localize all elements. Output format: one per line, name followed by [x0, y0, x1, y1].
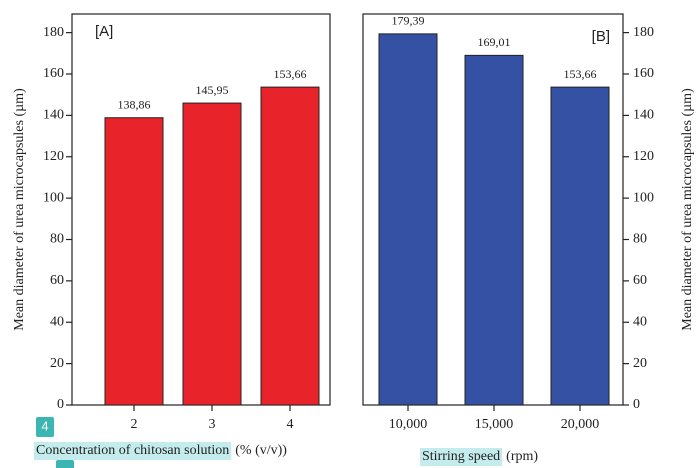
x-axis-label: Stirring speed: [422, 449, 500, 464]
y-tick-label: 140: [43, 108, 64, 123]
y-tick-label: 60: [50, 273, 64, 288]
y-tick-label: 0: [633, 397, 640, 412]
value-label: 153,66: [564, 67, 597, 81]
x-axis-unit: (% (v/v)): [235, 443, 287, 458]
y-tick-label: 180: [43, 25, 64, 40]
x-tick-label: 2: [131, 417, 138, 432]
y-tick-label: 180: [633, 25, 654, 40]
bar: [182, 102, 242, 406]
y-tick-label: 80: [50, 232, 64, 247]
x-label-highlight: [420, 448, 503, 466]
bar: [260, 86, 320, 406]
bar: [464, 54, 524, 406]
badge: [36, 417, 54, 437]
x-label-highlight: [34, 442, 232, 460]
value-label: 179,39: [392, 14, 425, 28]
bar: [378, 33, 438, 406]
y-tick-label: 120: [633, 149, 654, 164]
y-tick-label: 80: [633, 232, 647, 247]
y-tick-label: 160: [43, 66, 64, 81]
x-tick-label: 4: [287, 417, 294, 432]
y-tick-label: 60: [633, 273, 647, 288]
badge: [56, 460, 74, 468]
panel-label: [B]: [592, 28, 610, 45]
y-axis-label: Mean diameter of urea microcapsules (µm): [12, 88, 27, 331]
x-tick-label: 3: [209, 417, 216, 432]
panel-label: [A]: [95, 23, 113, 40]
x-tick-label: 10,000: [389, 417, 428, 432]
x-tick-label: 20,000: [561, 417, 600, 432]
y-tick-label: 160: [633, 66, 654, 81]
x-tick-label: 15,000: [475, 417, 514, 432]
y-tick-label: 0: [57, 397, 64, 412]
y-tick-label: 100: [633, 190, 654, 205]
bar: [104, 117, 164, 406]
y-axis-label: Mean diameter of urea microcapsules (µm): [680, 88, 695, 331]
bar: [550, 86, 610, 406]
badge-label: 4: [41, 418, 48, 433]
y-tick-label: 140: [633, 108, 654, 123]
value-label: 145,95: [196, 83, 229, 97]
y-tick-label: 100: [43, 190, 64, 205]
value-label: 153,66: [274, 67, 307, 81]
y-tick-label: 40: [50, 314, 64, 329]
value-label: 138,86: [118, 97, 151, 111]
y-tick-label: 20: [50, 356, 64, 371]
value-label: 169,01: [478, 35, 511, 49]
y-tick-label: 20: [633, 356, 647, 371]
y-tick-label: 120: [43, 149, 64, 164]
x-axis-label: Concentration of chitosan solution: [36, 443, 229, 458]
y-tick-label: 40: [633, 314, 647, 329]
x-axis-unit: (rpm): [506, 449, 538, 464]
